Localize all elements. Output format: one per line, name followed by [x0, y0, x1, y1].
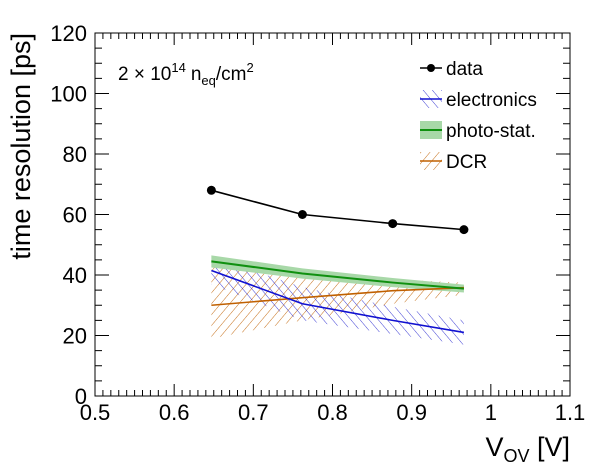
- data-point: [388, 219, 398, 229]
- y-tick-label: 40: [63, 263, 87, 288]
- data-point: [459, 225, 469, 235]
- series-lines: [211, 189, 465, 334]
- legend-label-dcr: DCR: [446, 152, 487, 173]
- x-tick-label: 0.6: [159, 400, 190, 425]
- legend-entry-data: data: [420, 59, 483, 80]
- x-tick-label: 0.7: [238, 400, 269, 425]
- fluence-annotation: 2 × 1014 neq/cm2: [118, 60, 254, 88]
- uncertainty-bands: [211, 255, 464, 345]
- y-tick-label: 0: [75, 384, 87, 409]
- data-line: [211, 189, 464, 231]
- x-tick-label: 0.9: [396, 400, 427, 425]
- legend: data electronics photo-stat. DCR: [420, 59, 537, 173]
- axis-ticks: [94, 32, 571, 397]
- y-tick-labels: 0 20 40 60 80 100 120: [50, 21, 87, 409]
- legend-entry-photo-stat: photo-stat.: [420, 121, 536, 142]
- legend-entry-dcr: DCR: [420, 152, 487, 173]
- x-tick-label: 0.8: [317, 400, 348, 425]
- data-point: [297, 210, 307, 219]
- x-tick-label: 1.1: [555, 400, 586, 425]
- data-points: [206, 185, 469, 235]
- y-axis-title: time resolution [ps]: [6, 33, 36, 260]
- legend-label-photo-stat: photo-stat.: [446, 121, 536, 142]
- x-axis-title: VOV [V]: [485, 432, 570, 466]
- legend-label-data: data: [446, 59, 483, 80]
- x-tick-label: 0.5: [80, 400, 111, 425]
- photo-line: [211, 260, 465, 290]
- y-tick-label: 120: [50, 21, 87, 46]
- electronics-line: [211, 269, 465, 334]
- x-tick-label: 1: [485, 400, 497, 425]
- x-tick-labels: 0.5 0.6 0.7 0.8 0.9 1 1.1: [80, 400, 586, 425]
- y-tick-label: 80: [63, 142, 87, 167]
- data-point: [206, 185, 216, 195]
- y-tick-label: 100: [50, 82, 87, 107]
- y-tick-label: 20: [63, 324, 87, 349]
- plot-frame: [94, 32, 571, 397]
- legend-label-electronics: electronics: [446, 90, 537, 111]
- dcr-line: [211, 286, 464, 307]
- y-tick-label: 60: [63, 203, 87, 228]
- legend-entry-electronics: electronics: [420, 90, 537, 111]
- electronics-band: [211, 256, 464, 345]
- legend-marker-data: [427, 64, 435, 72]
